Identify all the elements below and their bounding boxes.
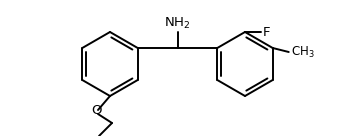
Text: F: F <box>263 26 271 38</box>
Text: O: O <box>92 104 102 118</box>
Text: NH$_2$: NH$_2$ <box>164 16 191 31</box>
Text: CH$_3$: CH$_3$ <box>291 44 314 60</box>
